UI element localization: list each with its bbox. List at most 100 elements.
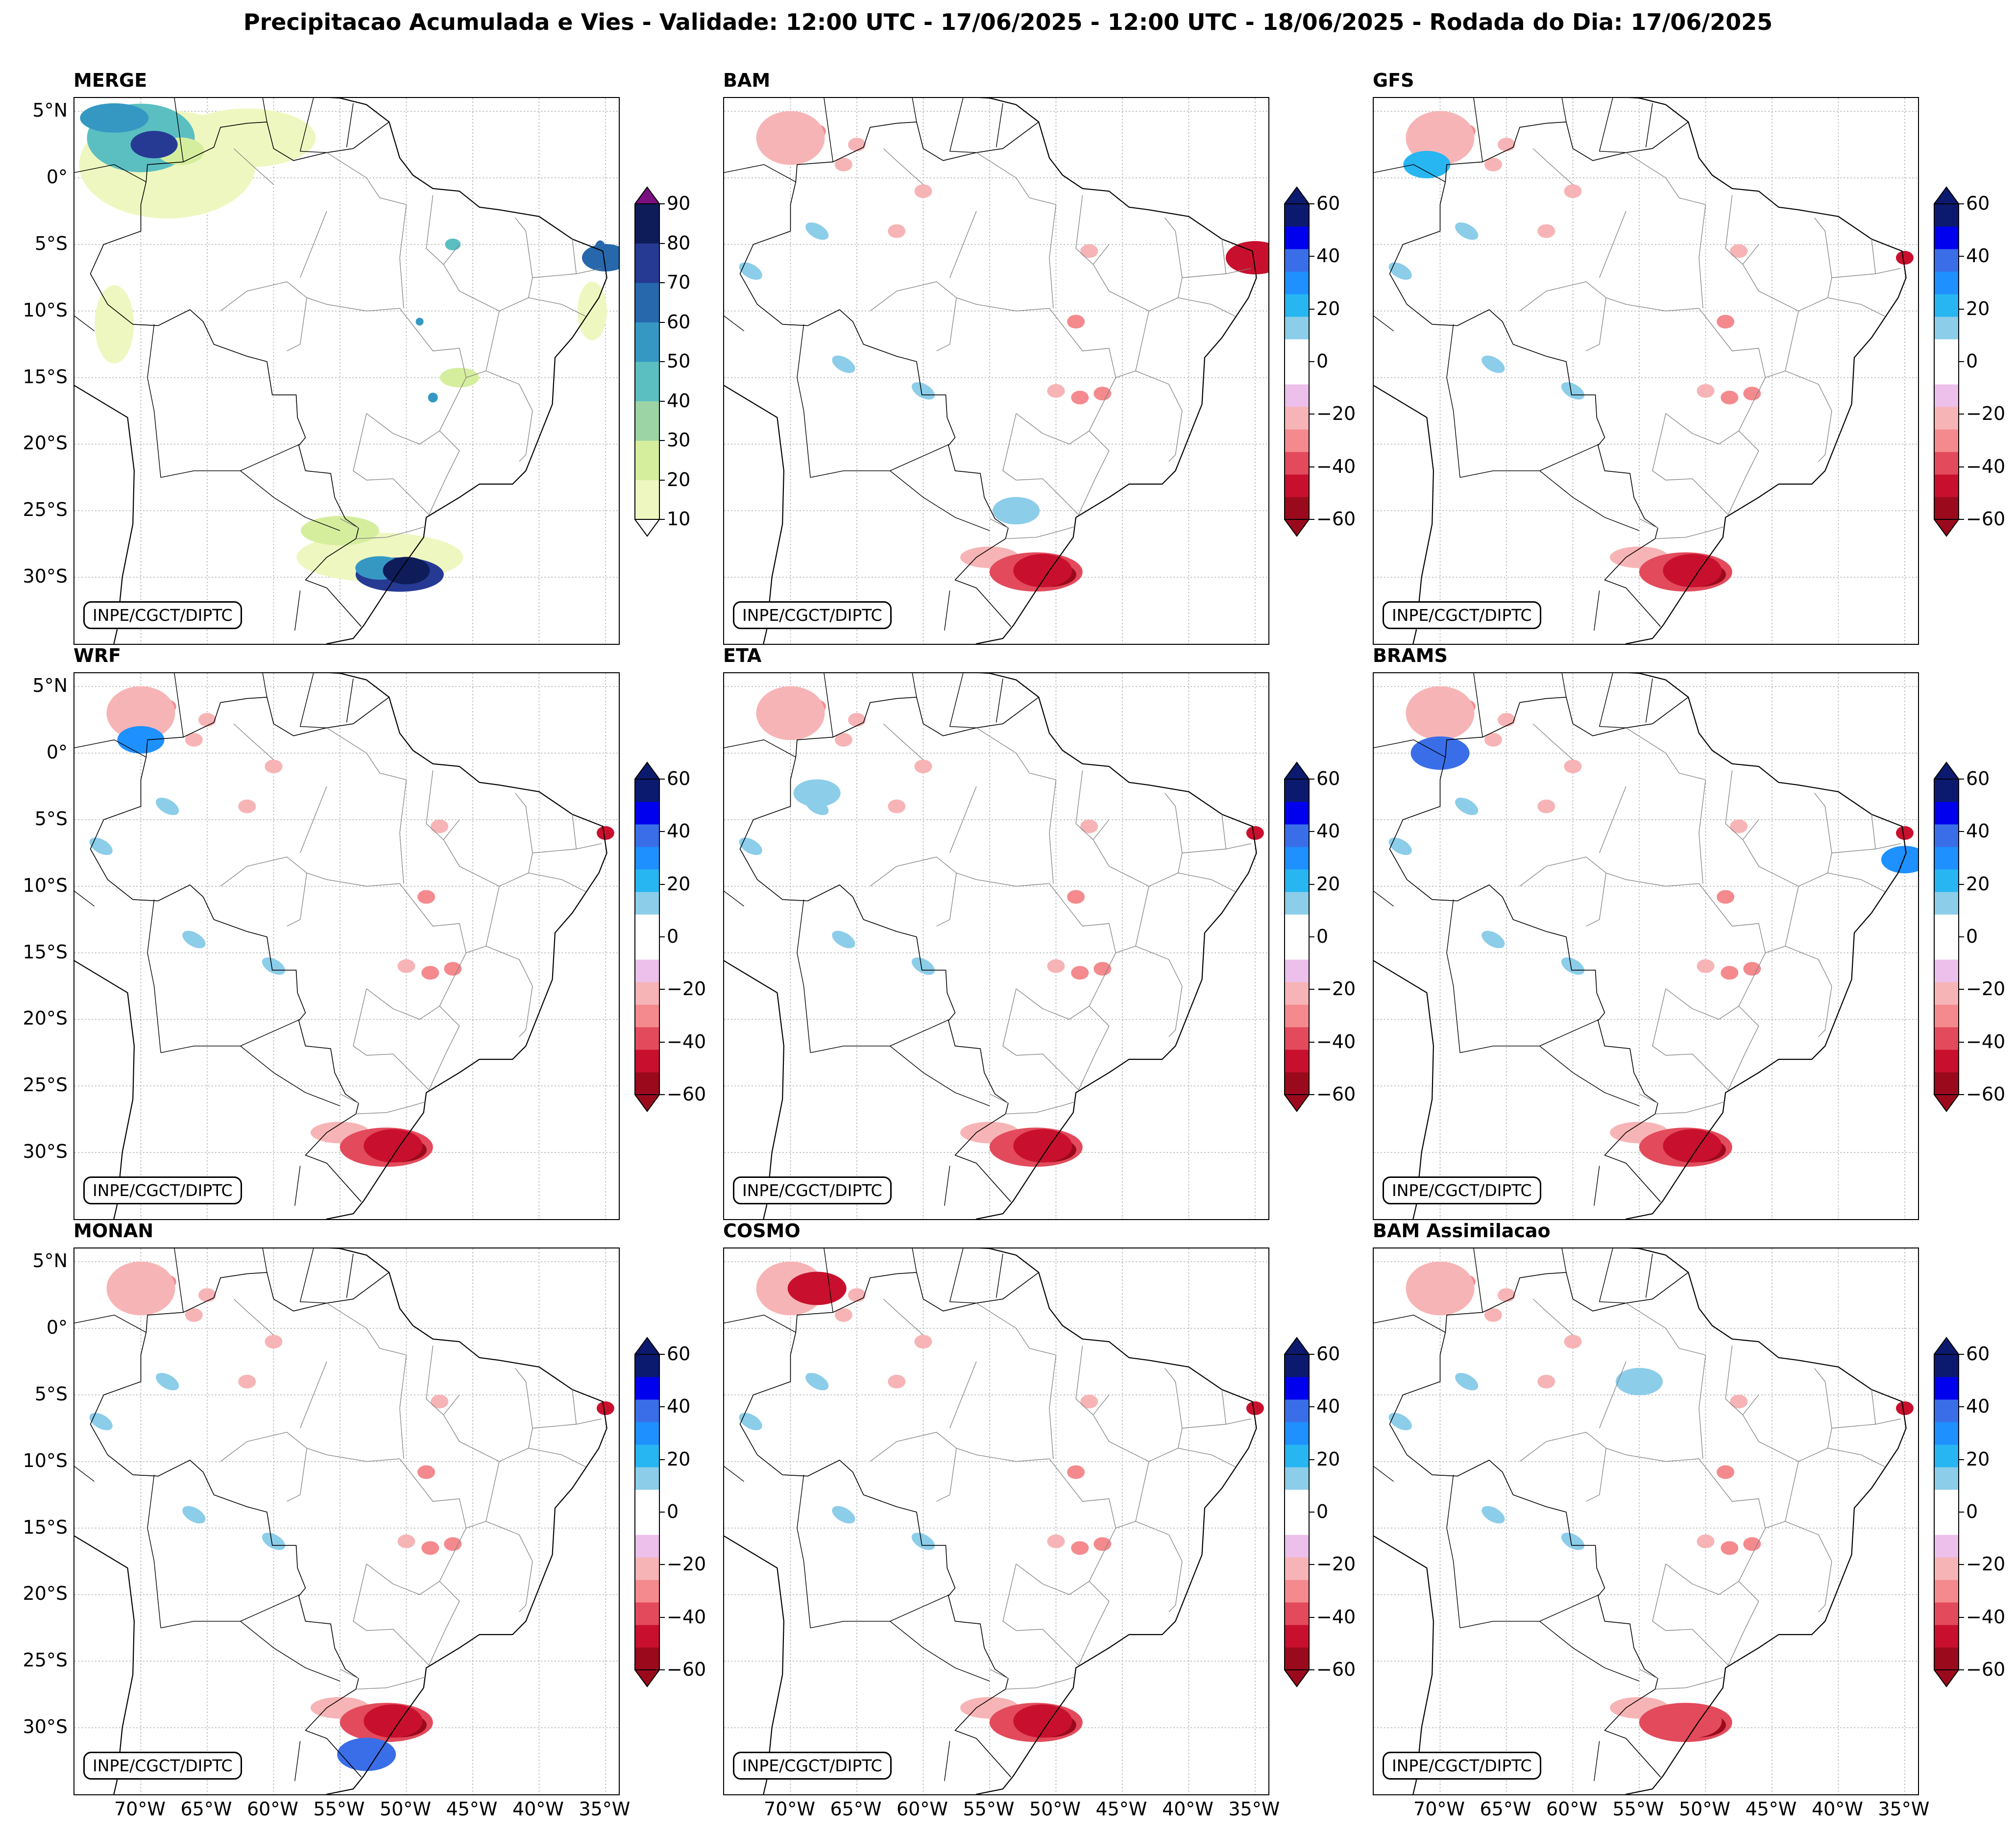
brazil-border — [739, 1272, 1039, 1778]
state-border — [1725, 195, 1743, 265]
country-border — [912, 673, 917, 698]
bias-field — [1067, 1465, 1085, 1479]
colorbar-segment — [1285, 802, 1309, 825]
colorbar-segment — [1285, 226, 1309, 249]
country-border — [724, 1315, 796, 1333]
colorbar-tick-label: −20 — [1316, 1553, 1356, 1575]
bias-field — [156, 797, 179, 815]
colorbar-tick-label: 40 — [1966, 245, 1990, 267]
latitude-tick-label: 5°N — [32, 1250, 68, 1272]
state-border — [1665, 377, 1766, 445]
colorbar-tick-mark — [660, 1041, 665, 1043]
field-feature — [1615, 1368, 1663, 1395]
colorbar-extend-max — [1284, 761, 1310, 780]
colorbar-tick-label: 60 — [1316, 1343, 1340, 1365]
colorbar-tick-mark — [1959, 414, 1964, 415]
colorbar-frame — [1934, 1354, 1959, 1670]
colorbar-segment — [1934, 982, 1959, 1005]
bias-field — [1482, 1506, 1505, 1524]
state-border — [1078, 430, 1110, 515]
bias-field — [156, 1372, 179, 1391]
state-border — [220, 856, 400, 887]
colorbar-segment — [635, 779, 659, 802]
colorbar-segment — [1934, 362, 1959, 385]
map-panel: INPE/CGCT/DIPTC — [73, 1247, 620, 1795]
country-border — [240, 443, 300, 471]
country-border — [890, 443, 950, 471]
figure-title: Precipitacao Acumulada e Vies - Validade… — [243, 9, 1773, 35]
map-panel: INPE/CGCT/DIPTC — [73, 672, 620, 1220]
credit-label: INPE/CGCT/DIPTC — [83, 1752, 242, 1780]
country-border — [1539, 1046, 1640, 1106]
state-border — [399, 1355, 407, 1459]
country-border — [1374, 316, 1394, 332]
state-border — [1093, 1394, 1149, 1522]
colorbar-tick-label: 60 — [1316, 768, 1340, 789]
colorbar-segment — [1934, 407, 1959, 430]
colorbar-tick-mark — [1310, 1669, 1314, 1670]
colorbar-tick-mark — [660, 243, 665, 244]
country-border — [912, 1248, 917, 1273]
state-border — [443, 244, 500, 371]
colorbar-extend-min — [1934, 1094, 1959, 1112]
colorbar-tick-mark — [1959, 1459, 1964, 1460]
field-feature — [1013, 1704, 1072, 1738]
colorbar-tick-label: 60 — [667, 768, 691, 789]
colorbar-tick-mark — [660, 831, 665, 832]
colorbar-frame — [1284, 779, 1310, 1095]
latitude-tick-label: 30°S — [23, 565, 68, 587]
field-feature — [1410, 736, 1470, 770]
bias-field — [182, 1506, 206, 1524]
state-border — [1532, 723, 1573, 760]
country-border — [1374, 891, 1394, 907]
state-border — [399, 204, 407, 309]
state-border — [1016, 478, 1079, 515]
colorbar-tick-label: −40 — [1966, 455, 2006, 477]
latitude-tick-label: 5°N — [32, 99, 68, 122]
colorbar-tick-label: −60 — [1316, 508, 1356, 530]
state-border — [399, 780, 407, 884]
map-panel: INPE/CGCT/DIPTC — [73, 97, 620, 645]
brazil-border — [739, 697, 1039, 1202]
state-border — [1814, 793, 1832, 873]
colorbar-segment — [1934, 1027, 1959, 1050]
colorbar-segment — [635, 959, 659, 982]
colorbar-tick-label: 20 — [1316, 297, 1340, 319]
colorbar-tick-label: −20 — [1966, 1553, 2006, 1575]
state-border — [1639, 1094, 1658, 1104]
brazil-border — [1389, 122, 1689, 627]
longitude-tick-label: 40°W — [1811, 1798, 1863, 1820]
state-border — [1075, 195, 1093, 265]
map-panel: INPE/CGCT/DIPTC — [723, 97, 1269, 645]
field-feature — [1403, 150, 1451, 178]
bias-field — [238, 799, 256, 813]
colorbar-tick-label: 40 — [667, 390, 691, 412]
country-border — [1539, 1019, 1600, 1047]
bias-field — [1080, 244, 1098, 258]
colorbar-tick-label: 80 — [667, 232, 691, 254]
country-border — [996, 103, 1003, 147]
country-border — [996, 678, 1003, 723]
state-border — [1116, 370, 1183, 462]
precip-field — [178, 108, 316, 168]
bias-field — [1067, 890, 1085, 904]
bias-field — [1093, 962, 1112, 976]
state-border — [1005, 1677, 1075, 1690]
colorbar-frame — [1284, 203, 1310, 520]
country-border — [1645, 103, 1653, 147]
field-feature — [1881, 846, 1918, 874]
country-border — [74, 316, 95, 332]
credit-label: INPE/CGCT/DIPTC — [733, 1752, 892, 1780]
country-border — [1374, 1466, 1394, 1482]
colorbar-segment — [1934, 497, 1959, 520]
colorbar-tick-mark — [1959, 1094, 1964, 1095]
state-border — [1586, 873, 1606, 927]
map-canvas — [724, 1248, 1268, 1794]
field-feature — [1013, 554, 1072, 587]
country-border — [996, 1253, 1003, 1298]
longitude-tick-label: 65°W — [830, 1798, 882, 1820]
colorbar-tick-label: 60 — [1316, 193, 1340, 214]
colorbar-segment — [1285, 1050, 1309, 1073]
field-feature — [130, 131, 178, 159]
colorbar-segment — [1285, 294, 1309, 317]
